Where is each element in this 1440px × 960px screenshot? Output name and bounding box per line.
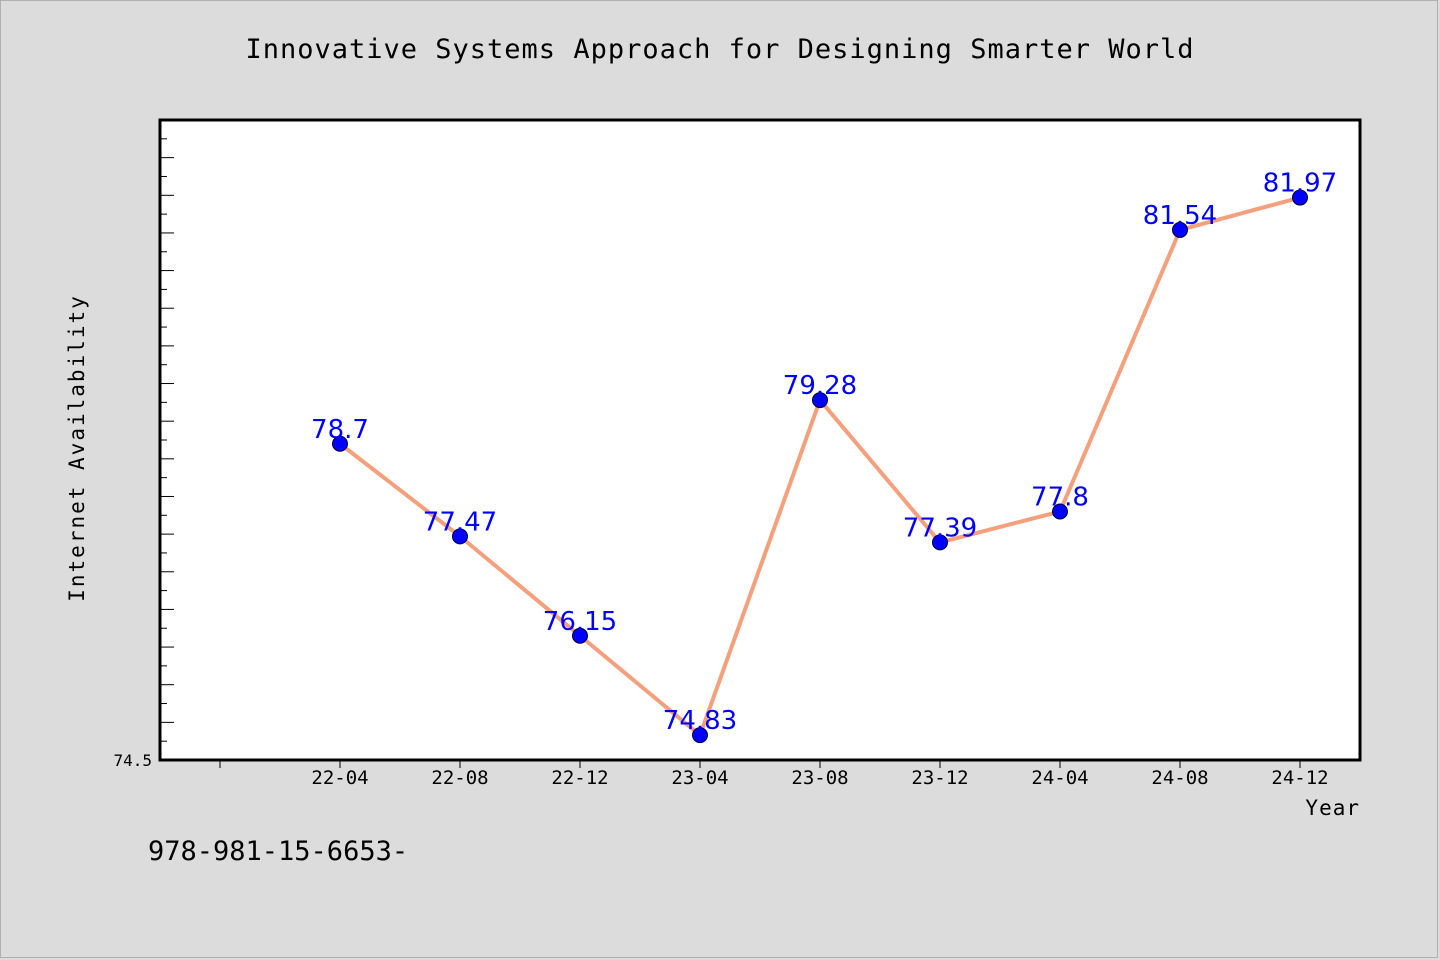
data-point xyxy=(1172,221,1188,238)
x-tick-label: 22-12 xyxy=(551,767,608,789)
data-label: 78.7 xyxy=(311,415,369,445)
chart-title: Innovative Systems Approach for Designin… xyxy=(245,34,1195,65)
data-point xyxy=(1292,189,1308,206)
x-tick-label: 24-04 xyxy=(1031,767,1088,789)
data-label: 77.47 xyxy=(423,507,497,537)
data-point xyxy=(572,627,588,644)
plot-background xyxy=(158,118,1362,762)
data-point xyxy=(1052,503,1068,520)
footer-text: 978-981-15-6653- xyxy=(148,836,409,867)
x-tick-label: 24-12 xyxy=(1271,767,1328,789)
data-label: 77.39 xyxy=(903,513,977,543)
data-point xyxy=(692,727,708,744)
data-point xyxy=(812,392,828,409)
data-label: 77.8 xyxy=(1031,483,1089,513)
x-tick-label: 22-08 xyxy=(431,767,488,789)
x-axis-label: Year xyxy=(1305,796,1360,820)
data-label: 79.28 xyxy=(783,371,857,401)
data-point xyxy=(452,528,468,545)
x-tick-label: 24-08 xyxy=(1151,767,1208,789)
data-label: 81.97 xyxy=(1263,169,1337,199)
data-label: 74.83 xyxy=(663,706,737,736)
data-point xyxy=(332,435,348,452)
x-tick-label: 23-04 xyxy=(671,767,728,789)
y-tick-label: 74.5 xyxy=(113,751,152,770)
x-tick-label: 23-12 xyxy=(911,767,968,789)
x-tick-label: 22-04 xyxy=(311,767,368,789)
data-point xyxy=(932,534,948,551)
data-label: 76.15 xyxy=(543,607,617,637)
x-tick-label: 23-08 xyxy=(791,767,848,789)
data-label: 81.54 xyxy=(1143,201,1217,231)
